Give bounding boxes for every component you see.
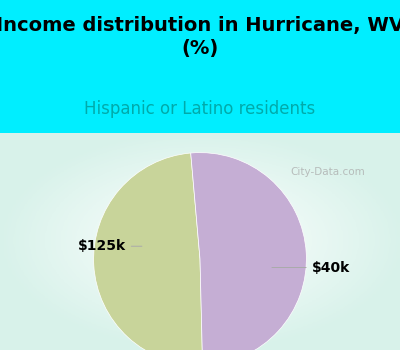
Wedge shape	[94, 153, 202, 350]
Text: $40k: $40k	[272, 260, 350, 274]
Text: $125k: $125k	[78, 239, 142, 253]
Wedge shape	[191, 153, 306, 350]
Text: Income distribution in Hurricane, WV
(%): Income distribution in Hurricane, WV (%)	[0, 16, 400, 58]
Text: Hispanic or Latino residents: Hispanic or Latino residents	[84, 100, 316, 118]
Text: City-Data.com: City-Data.com	[291, 167, 365, 177]
